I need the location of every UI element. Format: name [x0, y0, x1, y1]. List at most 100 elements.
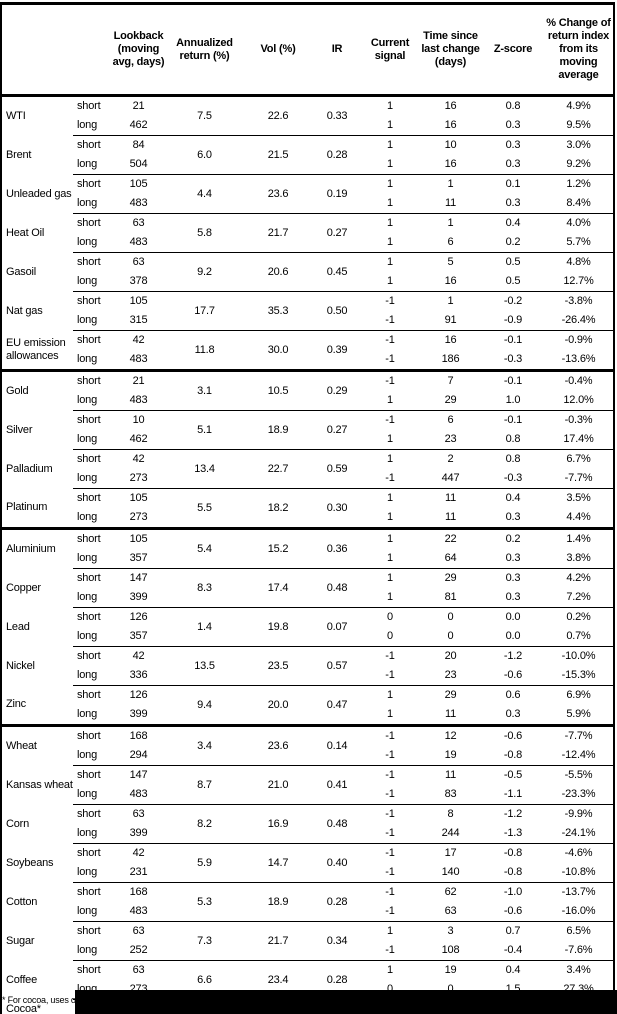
pct-change-value: 4.2% — [544, 568, 614, 588]
pct-change-value: -3.8% — [544, 291, 614, 311]
z-score-value: -0.4 — [503, 944, 523, 956]
table-row: long 273 1 11 0.3 4.4% — [1, 508, 614, 529]
current-signal-value: -1 — [385, 788, 395, 800]
current-signal-value: 0 — [361, 607, 419, 627]
table-row: long 294 -1 19 -0.8 -12.4% — [1, 746, 614, 766]
lookback-value: 63 — [111, 252, 166, 272]
table-row: long 399 1 81 0.3 7.2% — [1, 588, 614, 608]
z-score-value: 0.3 — [482, 568, 544, 588]
current-signal-value: -1 — [361, 765, 419, 785]
current-signal-value: 1 — [387, 275, 393, 287]
time-since-value: 8 — [419, 804, 482, 824]
time-since-value: 1 — [419, 291, 482, 311]
ir-value: 0.48 — [313, 568, 361, 608]
lookback-value: 399 — [129, 827, 148, 839]
current-signal-value: -1 — [361, 291, 419, 311]
table-header-row: Lookback (moving avg, days) Annualized re… — [1, 3, 614, 97]
column-header-0 — [1, 3, 73, 97]
pct-change-value: 5.9% — [566, 708, 591, 720]
table-row: long 378 1 16 0.5 12.7% — [1, 272, 614, 292]
vol-value: 23.5 — [243, 646, 313, 686]
table-row: Silver short 10 5.1 18.9 0.27 -1 6 -0.1 -0.3% — [1, 410, 614, 450]
ir-value: 0.36 — [313, 527, 361, 569]
lookback-value: 168 — [111, 724, 166, 746]
time-since-value: 29 — [419, 568, 482, 588]
lookback-value: 399 — [129, 591, 148, 603]
vol-value: 22.7 — [243, 449, 313, 489]
pct-change-value: -0.9% — [544, 330, 614, 350]
z-score-value: -0.1 — [482, 330, 544, 350]
time-since-value: 23 — [444, 433, 457, 445]
current-signal-value: -1 — [361, 843, 419, 863]
time-since-value: 17 — [419, 843, 482, 863]
table-row: long 483 -1 186 -0.3 -13.6% — [1, 350, 614, 371]
pct-change-value: -9.9% — [544, 804, 614, 824]
horizon-label: long — [77, 552, 97, 564]
time-since-value: 5 — [419, 252, 482, 272]
current-signal-value: 1 — [387, 394, 393, 406]
horizon-label: long — [77, 119, 97, 131]
current-signal-value: 1 — [361, 135, 419, 155]
time-since-value: 16 — [444, 100, 457, 112]
lookback-value: 84 — [111, 135, 166, 155]
time-since-value: 63 — [444, 905, 457, 917]
z-score-value: 0.8 — [505, 100, 521, 112]
vol-value: 20.0 — [243, 685, 313, 726]
lookback-value: 42 — [111, 330, 166, 350]
annualized-return-value: 6.0 — [166, 135, 243, 175]
time-since-value: 6 — [447, 236, 454, 248]
time-since-value: 1 — [419, 213, 482, 233]
horizon-label: long — [77, 236, 97, 248]
annualized-return-value: 8.3 — [166, 568, 243, 608]
z-score-value: 0.3 — [505, 119, 521, 131]
table-row: long 315 -1 91 -0.9 -26.4% — [1, 311, 614, 331]
commodity-name: Wheat — [1, 724, 73, 766]
z-score-value: 0.7 — [482, 921, 544, 941]
z-score-value: 0.2 — [505, 236, 521, 248]
commodity-name: Soybeans — [6, 856, 54, 869]
table-row: Heat Oil short 63 5.8 21.7 0.27 1 1 0.4 4.0% — [1, 213, 614, 253]
current-signal-value: 1 — [387, 119, 393, 131]
table-row: Nickel short 42 13.5 23.5 0.57 -1 20 -1.2 -10.0% — [1, 646, 614, 686]
z-score-value: 0.3 — [505, 552, 521, 564]
annualized-return-value: 5.5 — [166, 488, 243, 529]
current-signal-value: 1 — [361, 252, 419, 272]
ir-value: 0.28 — [313, 882, 361, 922]
horizon-label: long — [77, 669, 97, 681]
commodity-name: Cotton — [6, 895, 38, 908]
lookback-value: 105 — [111, 527, 166, 549]
z-score-value: 1.0 — [505, 394, 521, 406]
z-score-value: -0.1 — [482, 369, 544, 391]
lookback-value: 42 — [111, 843, 166, 863]
pct-change-value: -13.6% — [561, 353, 596, 365]
lookback-value: 105 — [111, 291, 166, 311]
current-signal-value: -1 — [385, 472, 395, 484]
current-signal-value: 1 — [361, 449, 419, 469]
vol-value: 18.9 — [243, 882, 313, 922]
z-score-value: -0.1 — [482, 410, 544, 430]
pct-change-value: 6.5% — [544, 921, 614, 941]
current-signal-value: 1 — [361, 568, 419, 588]
vol-value: 20.6 — [243, 252, 313, 292]
vol-value: 22.6 — [267, 109, 289, 122]
lookback-value: 357 — [129, 552, 148, 564]
ir-value: 0.33 — [326, 109, 348, 122]
pct-change-value: -0.4% — [544, 369, 614, 391]
time-since-value: 16 — [444, 158, 457, 170]
z-score-value: 0.3 — [482, 135, 544, 155]
commodity-name: Corn — [6, 817, 30, 830]
ir-value: 0.14 — [313, 724, 361, 766]
vol-value: 30.0 — [243, 330, 313, 371]
current-signal-value: 1 — [387, 100, 393, 112]
column-header-7: Time since last change (days) — [419, 3, 482, 97]
vol-value: 14.7 — [243, 843, 313, 883]
table-row: Kansas wheat short 147 8.7 21.0 0.41 -1 11 -0.5-… — [1, 765, 614, 805]
pct-change-value: 3.8% — [566, 552, 591, 564]
horizon-label: short — [73, 646, 111, 666]
z-score-value: -0.6 — [482, 724, 544, 746]
horizon-label: long — [77, 905, 97, 917]
footnote: * For cocoa, uses o — [2, 995, 76, 1005]
ir-value: 0.07 — [313, 607, 361, 647]
lookback-value: 21 — [132, 100, 145, 112]
horizon-label: short — [73, 685, 111, 705]
